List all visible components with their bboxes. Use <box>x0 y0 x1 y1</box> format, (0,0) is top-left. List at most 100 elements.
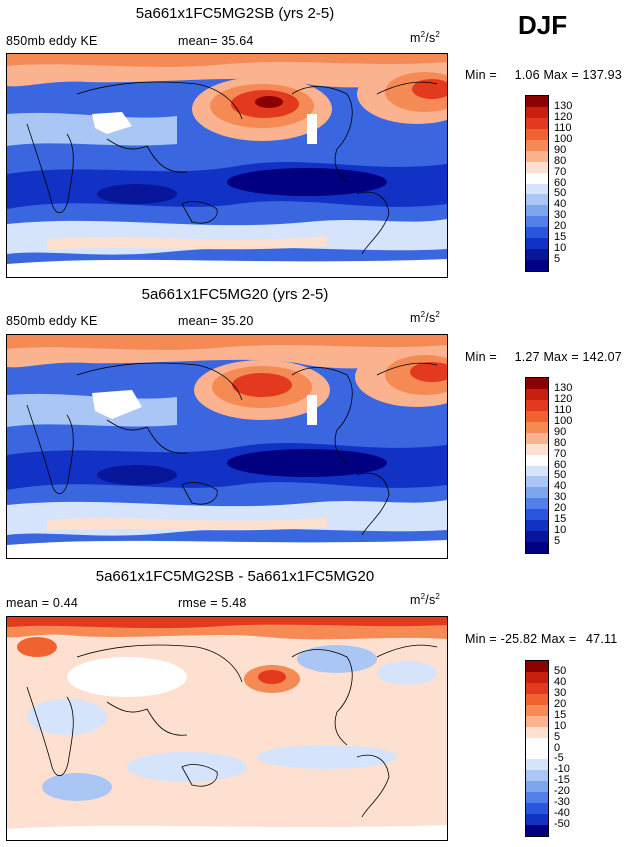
colorbar-segment <box>526 194 548 206</box>
colorbar-tick-label: 5 <box>554 535 561 548</box>
colorbar-segment <box>526 410 548 422</box>
panel-2-max-value: 142.07 <box>582 350 622 364</box>
colorbar-segment <box>526 161 548 173</box>
colorbar-segment <box>526 128 548 140</box>
colorbar-segment <box>526 465 548 477</box>
colorbar-tick-label: 40 <box>554 480 567 493</box>
colorbar-tick-label: 20 <box>554 502 567 515</box>
panel-1-mean-label: mean= 35.64 <box>178 34 254 48</box>
panel-2-mean-label: mean= 35.20 <box>178 314 254 328</box>
panel-1-min-value: 1.06 <box>514 68 540 82</box>
colorbar-segment <box>526 671 548 683</box>
colorbar-tick-label: 60 <box>554 176 567 189</box>
panel-1-max-label: Max = <box>543 68 579 82</box>
colorbar-segment <box>526 520 548 532</box>
colorbar-tick-label: -50 <box>554 818 570 831</box>
colorbar-tick-label: 15 <box>554 231 567 244</box>
panel-1-max-value: 137.93 <box>582 68 622 82</box>
colorbar-segment <box>526 737 548 749</box>
colorbar-tick-label: 110 <box>554 403 572 416</box>
colorbar-segment <box>526 183 548 195</box>
panel-3-title: 5a661x1FC5MG2SB - 5a661x1FC5MG20 <box>95 568 375 585</box>
colorbar-tick-label: 100 <box>554 414 573 427</box>
colorbar-tick-label: 80 <box>554 154 567 167</box>
panel-2-max-label: Max = <box>543 350 579 364</box>
colorbar-segment <box>526 443 548 455</box>
panel-3-rmse-label: rmse = 5.48 <box>178 596 247 610</box>
colorbar-tick-label: 40 <box>554 198 567 211</box>
colorbar-segment <box>526 781 548 793</box>
colorbar-segment <box>526 216 548 228</box>
colorbar-tick-label: 15 <box>554 708 567 721</box>
colorbar-segment <box>526 238 548 250</box>
colorbar-segment <box>526 704 548 716</box>
panel-3-min-label: Min = <box>465 632 497 646</box>
colorbar-tick-label: 120 <box>554 110 573 123</box>
colorbar-segment <box>526 682 548 694</box>
colorbar-segment <box>526 205 548 217</box>
colorbar-tick-label: 130 <box>554 381 573 394</box>
colorbar-tick-label: 20 <box>554 220 567 233</box>
colorbar-segment <box>526 661 548 672</box>
colorbar-tick-label: 60 <box>554 458 567 471</box>
colorbar-tick-label: 0 <box>554 741 561 754</box>
colorbar-segment <box>526 487 548 499</box>
panel-1-units: m2/s2 <box>410 30 441 46</box>
colorbar-segment <box>526 803 548 815</box>
colorbar-segment <box>526 770 548 782</box>
panel-1-min-label: Min = <box>465 68 497 82</box>
colorbar-segment <box>526 542 548 553</box>
colorbar-segment <box>526 759 548 771</box>
season-label: DJF <box>518 10 568 40</box>
colorbar-tick-label: 100 <box>554 132 573 145</box>
colorbar-segment <box>526 399 548 411</box>
colorbar-segment <box>526 227 548 239</box>
colorbar-tick-label: 90 <box>554 425 567 438</box>
panel-3-minmax: Min = -25.82 Max = 47.11 <box>465 632 617 646</box>
colorbar-tick-label: 5 <box>554 253 561 266</box>
colorbar-segment <box>526 693 548 705</box>
colorbar-tick-label: 110 <box>554 121 572 134</box>
panel-1-title: 5a661x1FC5MG2SB (yrs 2-5) <box>135 5 335 22</box>
panel-2-title: 5a661x1FC5MG20 (yrs 2-5) <box>141 286 329 303</box>
panel-2-variable-label: 850mb eddy KE <box>6 314 98 328</box>
colorbar-segment <box>526 726 548 738</box>
colorbar-tick-label: -15 <box>554 774 570 787</box>
colorbar-segment <box>526 260 548 271</box>
colorbar-segment <box>526 715 548 727</box>
colorbar-segment <box>526 432 548 444</box>
panel-3-min-value: -25.82 <box>500 632 538 646</box>
panel-3-units: m2/s2 <box>410 592 441 608</box>
colorbar-segment <box>526 106 548 118</box>
colorbar-segment <box>526 509 548 521</box>
colorbar-tick-label: 40 <box>554 675 567 688</box>
panel-1-variable-label: 850mb eddy KE <box>6 34 98 48</box>
colorbar-segment <box>526 421 548 433</box>
colorbar-tick-label: 90 <box>554 143 567 156</box>
colorbar-tick-label: 30 <box>554 209 567 222</box>
colorbar-tick-label: 120 <box>554 392 573 405</box>
colorbar-tick-label: 50 <box>554 664 567 677</box>
panel-1-colorbar <box>525 95 549 272</box>
panel-2-min-value: 1.27 <box>514 350 540 364</box>
panel-2-colorbar <box>525 377 549 554</box>
colorbar-segment <box>526 792 548 804</box>
colorbar-tick-label: -5 <box>554 752 564 765</box>
colorbar-segment <box>526 150 548 162</box>
colorbar-tick-label: 70 <box>554 447 567 460</box>
colorbar-tick-label: 10 <box>554 524 567 537</box>
panel-1-map <box>6 53 448 278</box>
panel-3-colorbar <box>525 660 549 837</box>
colorbar-tick-label: 50 <box>554 187 567 200</box>
colorbar-tick-label: -30 <box>554 796 570 809</box>
colorbar-segment <box>526 172 548 184</box>
colorbar-segment <box>526 96 548 107</box>
colorbar-tick-label: -20 <box>554 785 570 798</box>
colorbar-tick-label: 10 <box>554 719 567 732</box>
colorbar-segment <box>526 249 548 261</box>
colorbar-segment <box>526 531 548 543</box>
colorbar-segment <box>526 378 548 389</box>
colorbar-tick-label: 5 <box>554 730 561 743</box>
colorbar-tick-label: 10 <box>554 242 567 255</box>
colorbar-tick-label: 80 <box>554 436 567 449</box>
